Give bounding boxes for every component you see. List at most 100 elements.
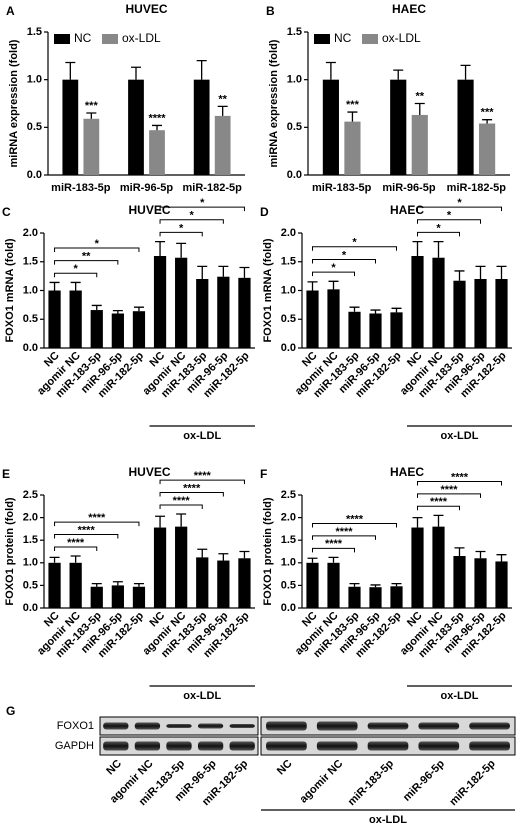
- bar: [132, 586, 146, 608]
- bar: [111, 585, 124, 608]
- significance-label: **: [218, 93, 227, 105]
- error-bar: [70, 555, 81, 563]
- significance-bracket: [159, 479, 245, 485]
- bar: [196, 557, 209, 608]
- y-tick-label: 2.0: [23, 512, 38, 524]
- legend-swatch: [54, 34, 70, 44]
- y-tick-label: 0.5: [23, 579, 38, 591]
- chart-title: HAEC: [392, 2, 426, 16]
- significance-bracket: [417, 219, 481, 224]
- error-bar: [412, 240, 423, 256]
- y-axis-title: miRNA expression (fold): [8, 39, 20, 167]
- bar: [238, 277, 251, 348]
- error-bar: [393, 69, 404, 80]
- error-bar: [433, 240, 444, 258]
- bar: [457, 79, 474, 175]
- bar: [175, 257, 188, 348]
- y-tick-label: 1.5: [287, 26, 302, 38]
- y-tick-label: 1.0: [281, 284, 296, 296]
- chart-title: HAEC: [390, 465, 424, 479]
- significance-bracket: [312, 522, 397, 528]
- significance-label: ****: [335, 526, 353, 538]
- error-bar: [414, 102, 425, 115]
- y-tick-label: 1.5: [27, 26, 42, 38]
- error-bar: [176, 513, 187, 527]
- error-bar: [347, 111, 358, 122]
- legend-swatch: [102, 34, 118, 44]
- bar: [453, 556, 466, 608]
- y-tick-label: 2.5: [23, 489, 38, 501]
- y-axis-title: FOXO1 mRNA (fold): [4, 238, 16, 342]
- significance-label: *: [331, 262, 336, 274]
- bar: [69, 562, 82, 608]
- bar: [474, 558, 487, 608]
- y-tick-label: 1.0: [27, 74, 42, 86]
- error-bar: [152, 124, 163, 131]
- group-label: ox-LDL: [183, 690, 221, 702]
- error-bar: [155, 240, 166, 256]
- bar: [474, 279, 487, 348]
- significance-label: *: [352, 237, 357, 249]
- significance-label: ****: [440, 484, 458, 496]
- error-bar: [133, 582, 144, 587]
- x-tick-label: miR-183-5p: [51, 182, 111, 194]
- significance-label: *: [457, 197, 462, 209]
- lane-label: agomir NC: [298, 758, 346, 806]
- significance-label: ****: [183, 482, 201, 494]
- error-bar: [130, 66, 141, 80]
- bar: [90, 586, 103, 608]
- bar: [327, 289, 340, 348]
- blot-band: [316, 721, 358, 731]
- error-bar: [86, 112, 97, 119]
- error-bar: [328, 556, 339, 563]
- significance-label: *: [95, 238, 100, 250]
- bar: [48, 562, 61, 608]
- x-tick-label: miR-182-5p: [183, 182, 243, 194]
- y-tick-label: 1.5: [23, 256, 38, 268]
- y-tick-label: 0.5: [281, 579, 296, 591]
- y-tick-label: 2.0: [281, 227, 296, 239]
- bar: [390, 586, 403, 608]
- bar: [390, 312, 403, 348]
- bar: [132, 311, 146, 348]
- blot-band: [229, 741, 255, 751]
- error-bar: [391, 307, 402, 313]
- error-bar: [133, 306, 144, 312]
- y-tick-label: 2.5: [281, 489, 296, 501]
- blot-band: [197, 723, 224, 729]
- lane-label: miR-96-5p: [401, 757, 447, 803]
- significance-bracket: [54, 272, 98, 278]
- significance-label: ****: [194, 470, 212, 482]
- error-bar: [454, 547, 465, 557]
- y-tick-label: 1.5: [281, 256, 296, 268]
- legend-label: NC: [74, 31, 92, 45]
- bar: [411, 256, 424, 348]
- bar: [344, 121, 361, 175]
- blot-band: [418, 741, 460, 751]
- bar: [196, 279, 209, 348]
- error-bar: [218, 265, 229, 277]
- bar: [369, 587, 382, 608]
- significance-label: ****: [78, 524, 96, 536]
- error-bar: [370, 584, 381, 588]
- y-tick-label: 1.0: [287, 74, 302, 86]
- bar: [495, 561, 508, 608]
- y-axis-title: FOXO1 mRNA (fold): [262, 238, 274, 342]
- bar: [411, 114, 428, 175]
- bar: [411, 527, 424, 608]
- error-bar: [328, 280, 339, 290]
- blot-band: [469, 722, 510, 730]
- error-bar: [454, 270, 465, 281]
- error-bar: [370, 309, 381, 314]
- legend-label: ox-LDL: [122, 31, 161, 45]
- bar: [111, 313, 124, 348]
- group-label: ox-LDL: [441, 430, 479, 442]
- significance-label: ****: [430, 496, 448, 508]
- significance-label: **: [415, 90, 424, 102]
- x-tick-label: miR-182-5p: [447, 182, 507, 194]
- bar: [495, 279, 508, 348]
- y-tick-label: 1.5: [281, 534, 296, 546]
- bar: [348, 311, 361, 348]
- significance-label: *: [447, 210, 452, 222]
